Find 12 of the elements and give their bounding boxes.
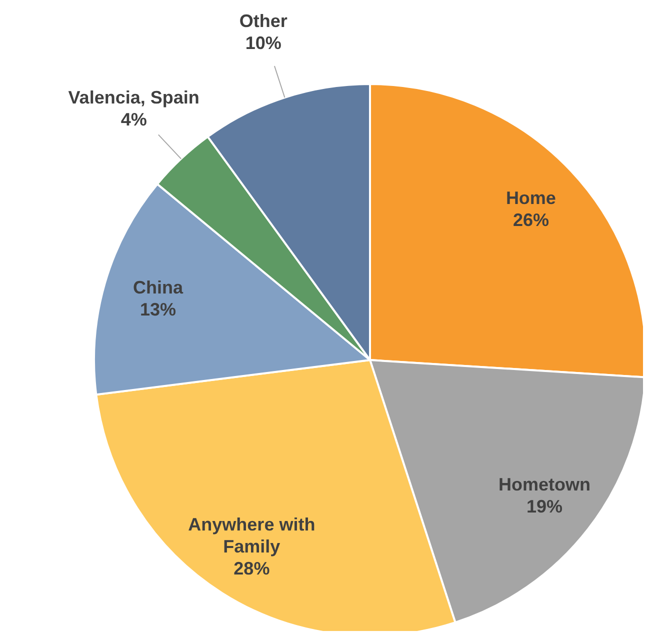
data-label: 19% [526, 496, 562, 516]
data-label: 4% [120, 110, 147, 130]
data-label: 28% [234, 558, 270, 578]
slice-label: Valencia, Spain [68, 88, 200, 108]
data-label: 10% [245, 32, 282, 53]
slice-label: Hometown [498, 474, 590, 494]
slice-label: China [132, 277, 184, 298]
slice-label: Anywhere with Family [188, 514, 316, 556]
data-label: 26% [512, 210, 549, 230]
data-label: 13% [140, 299, 176, 320]
slice-label: Home [506, 188, 556, 208]
slice-label: Other [239, 10, 288, 31]
